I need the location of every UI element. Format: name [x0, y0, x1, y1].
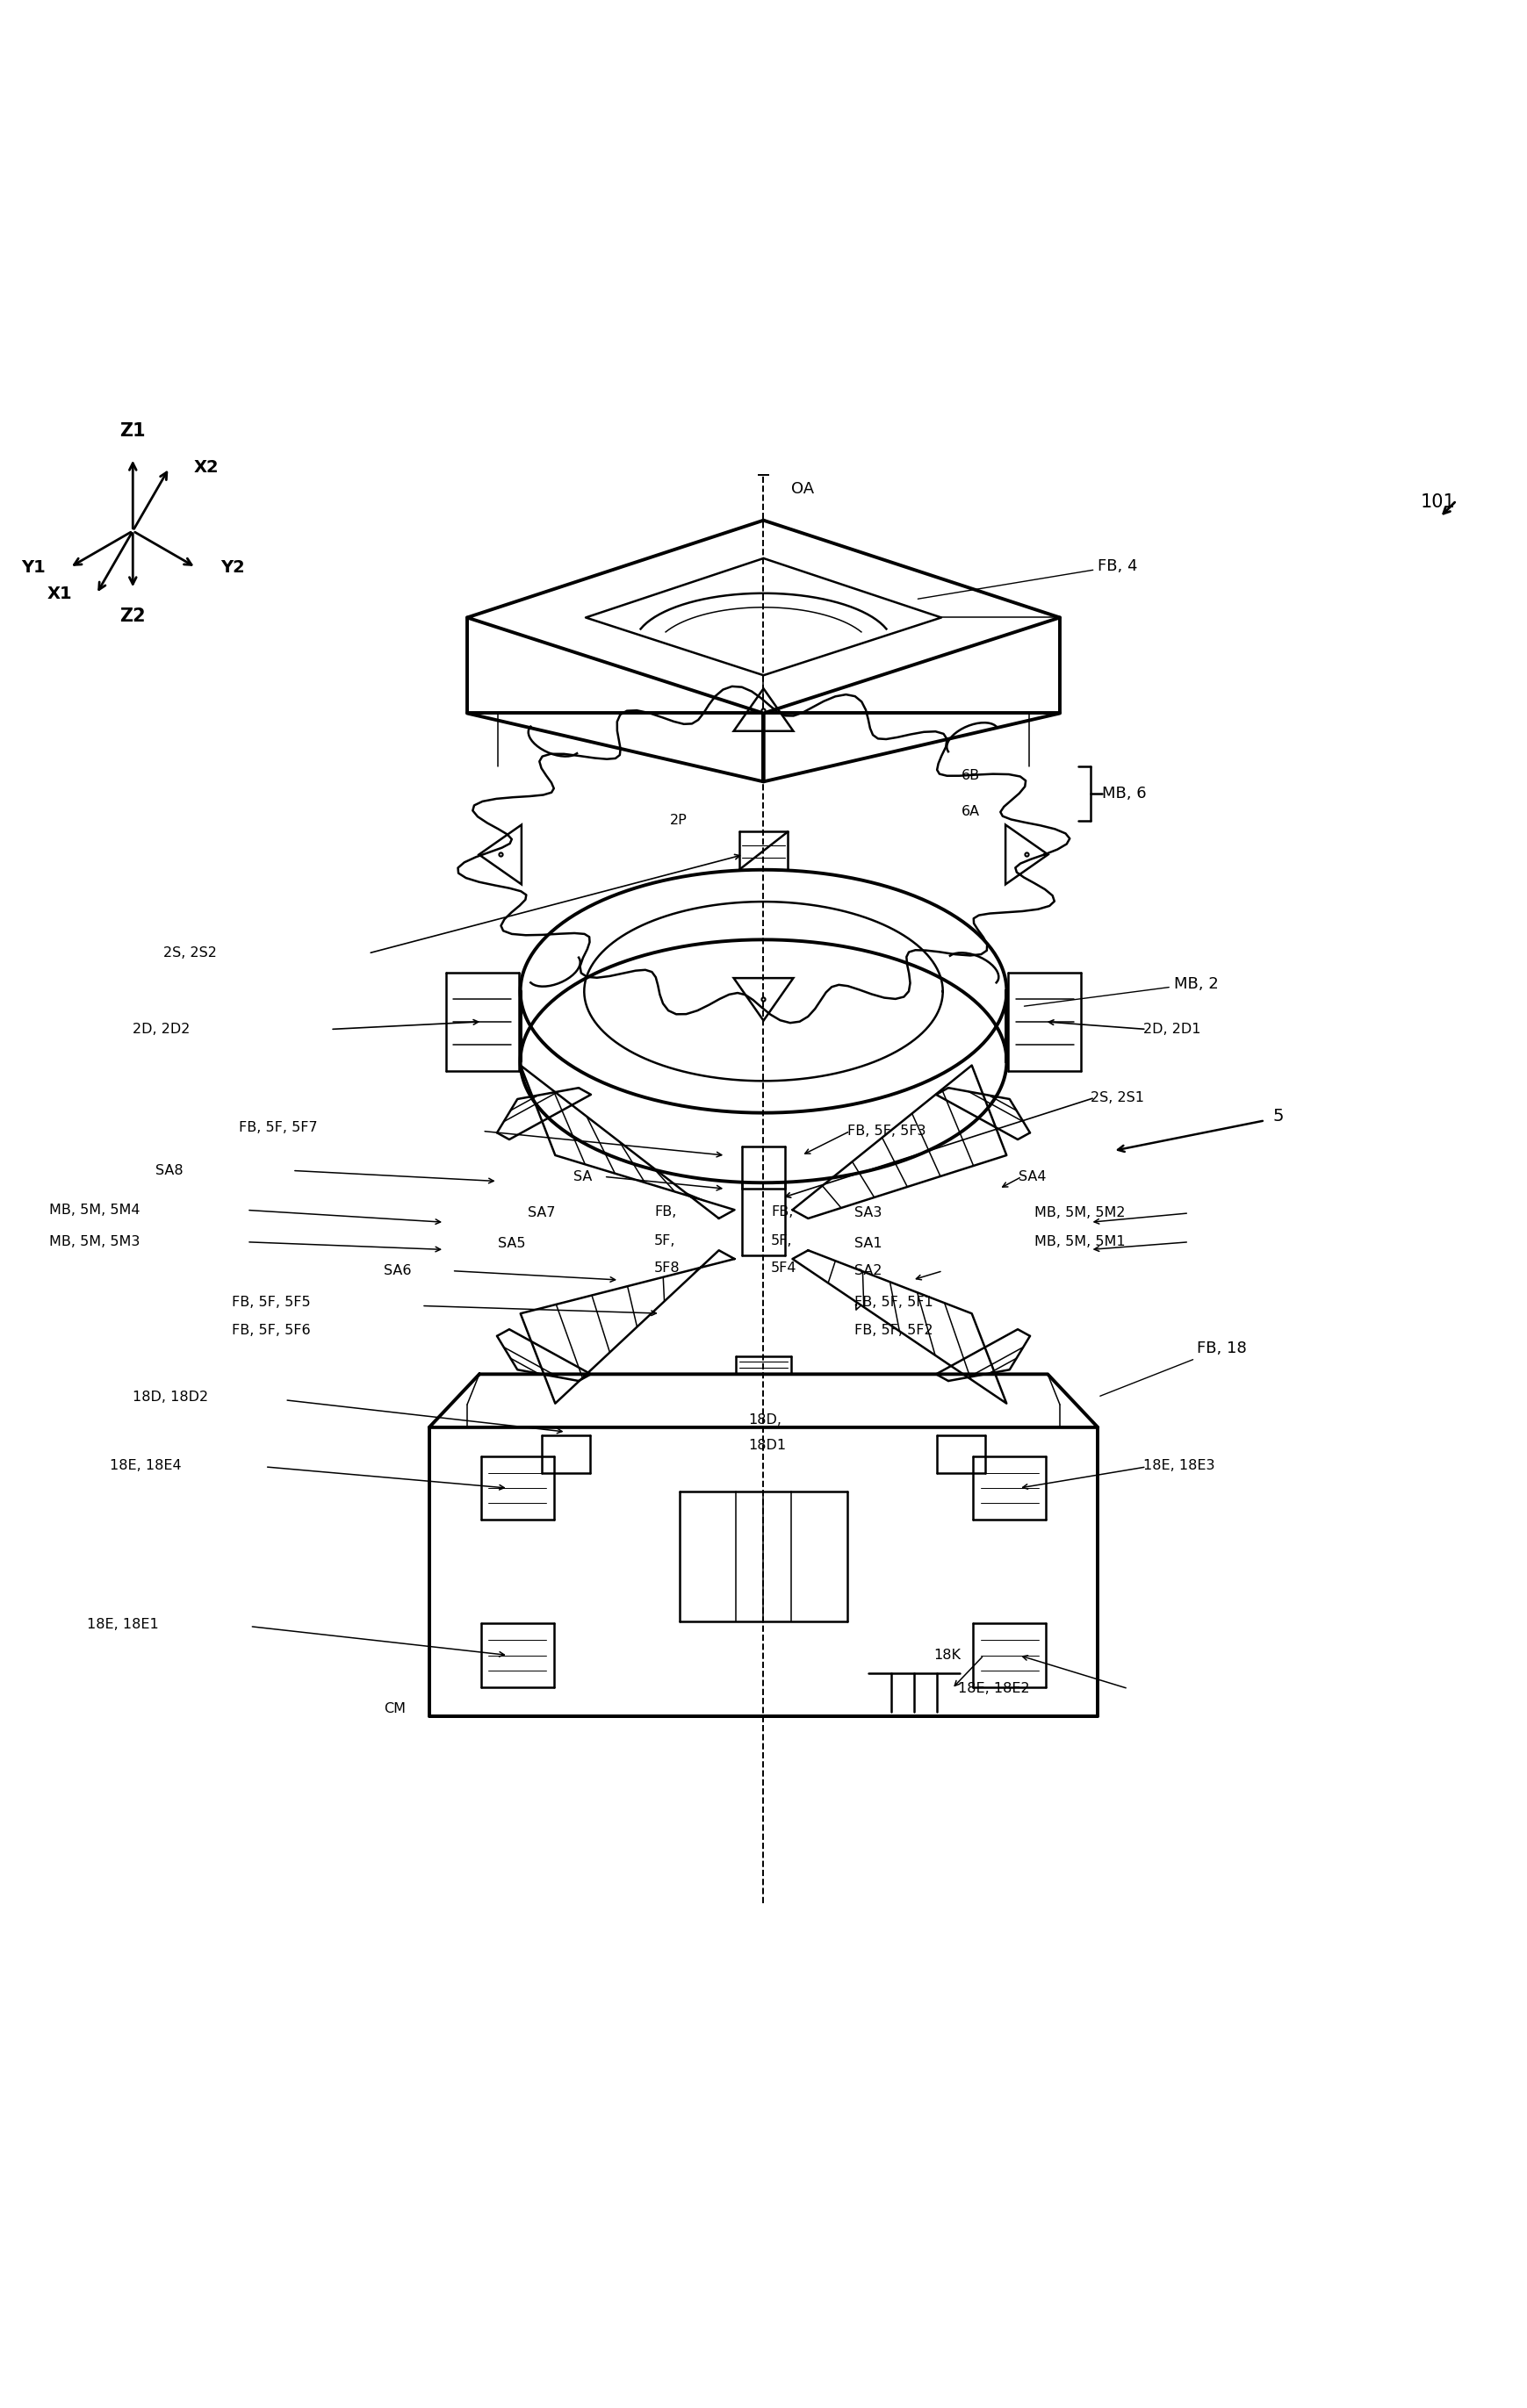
Text: Y1: Y1 [21, 559, 46, 576]
Text: FB, 4: FB, 4 [918, 559, 1138, 600]
Text: MB, 5M, 5M2: MB, 5M, 5M2 [1034, 1206, 1125, 1221]
Text: Y2: Y2 [220, 559, 244, 576]
Text: X2: X2 [194, 460, 218, 477]
Text: SA5: SA5 [498, 1238, 525, 1250]
Text: SA4: SA4 [1019, 1170, 1046, 1182]
Text: SA3: SA3 [855, 1206, 883, 1221]
Text: 18D,: 18D, [748, 1413, 782, 1426]
Text: 2S, 2S1: 2S, 2S1 [1090, 1091, 1144, 1105]
Text: 2D, 2D2: 2D, 2D2 [133, 1023, 191, 1035]
Text: FB, 18: FB, 18 [1099, 1341, 1246, 1397]
Text: FB, 5F, 5F7: FB, 5F, 5F7 [240, 1122, 318, 1134]
Text: FB, 5F, 5F1: FB, 5F, 5F1 [855, 1296, 933, 1310]
Text: 5: 5 [1272, 1108, 1284, 1125]
Text: FB,: FB, [771, 1204, 794, 1218]
Text: 5F4: 5F4 [771, 1262, 797, 1274]
Text: 18E, 18E2: 18E, 18E2 [957, 1683, 1029, 1695]
Text: 5F8: 5F8 [654, 1262, 680, 1274]
Text: 2P: 2P [670, 814, 687, 828]
Text: MB, 5M, 5M4: MB, 5M, 5M4 [49, 1204, 140, 1216]
Text: Z2: Z2 [119, 607, 147, 626]
Text: 18E, 18E3: 18E, 18E3 [1144, 1459, 1215, 1471]
Text: 101: 101 [1420, 494, 1455, 510]
Text: 2S, 2S2: 2S, 2S2 [163, 946, 217, 961]
Text: MB, 5M, 5M1: MB, 5M, 5M1 [1034, 1235, 1125, 1250]
Text: CM: CM [383, 1702, 406, 1714]
Text: FB, 5F, 5F2: FB, 5F, 5F2 [855, 1324, 933, 1336]
Text: Z1: Z1 [119, 421, 147, 441]
Text: X1: X1 [47, 585, 72, 602]
Text: FB, 5F, 5F3: FB, 5F, 5F3 [847, 1125, 925, 1137]
Text: 18E, 18E1: 18E, 18E1 [87, 1618, 159, 1633]
Text: SA8: SA8 [156, 1163, 183, 1178]
Text: MB, 2: MB, 2 [1025, 975, 1219, 1007]
Text: 5F,: 5F, [654, 1233, 675, 1247]
Text: 6A: 6A [960, 804, 980, 819]
Text: FB,: FB, [654, 1204, 676, 1218]
Text: 5F,: 5F, [771, 1233, 793, 1247]
Text: SA7: SA7 [528, 1206, 556, 1221]
Text: SA2: SA2 [855, 1264, 883, 1276]
Text: FB, 5F, 5F6: FB, 5F, 5F6 [232, 1324, 310, 1336]
Text: MB, 6: MB, 6 [1102, 785, 1147, 802]
Text: 18K: 18K [933, 1649, 960, 1662]
Text: SA6: SA6 [383, 1264, 411, 1276]
Text: 6B: 6B [960, 768, 980, 783]
Text: 2D, 2D1: 2D, 2D1 [1144, 1023, 1200, 1035]
Text: MB, 5M, 5M3: MB, 5M, 5M3 [49, 1235, 140, 1250]
Text: 18D, 18D2: 18D, 18D2 [133, 1389, 209, 1404]
Text: SA1: SA1 [855, 1238, 883, 1250]
Text: SA: SA [574, 1170, 592, 1182]
Text: FB, 5F, 5F5: FB, 5F, 5F5 [232, 1296, 310, 1310]
Text: 18E, 18E4: 18E, 18E4 [110, 1459, 182, 1471]
Text: 18D1: 18D1 [748, 1440, 786, 1452]
Text: OA: OA [791, 482, 814, 496]
